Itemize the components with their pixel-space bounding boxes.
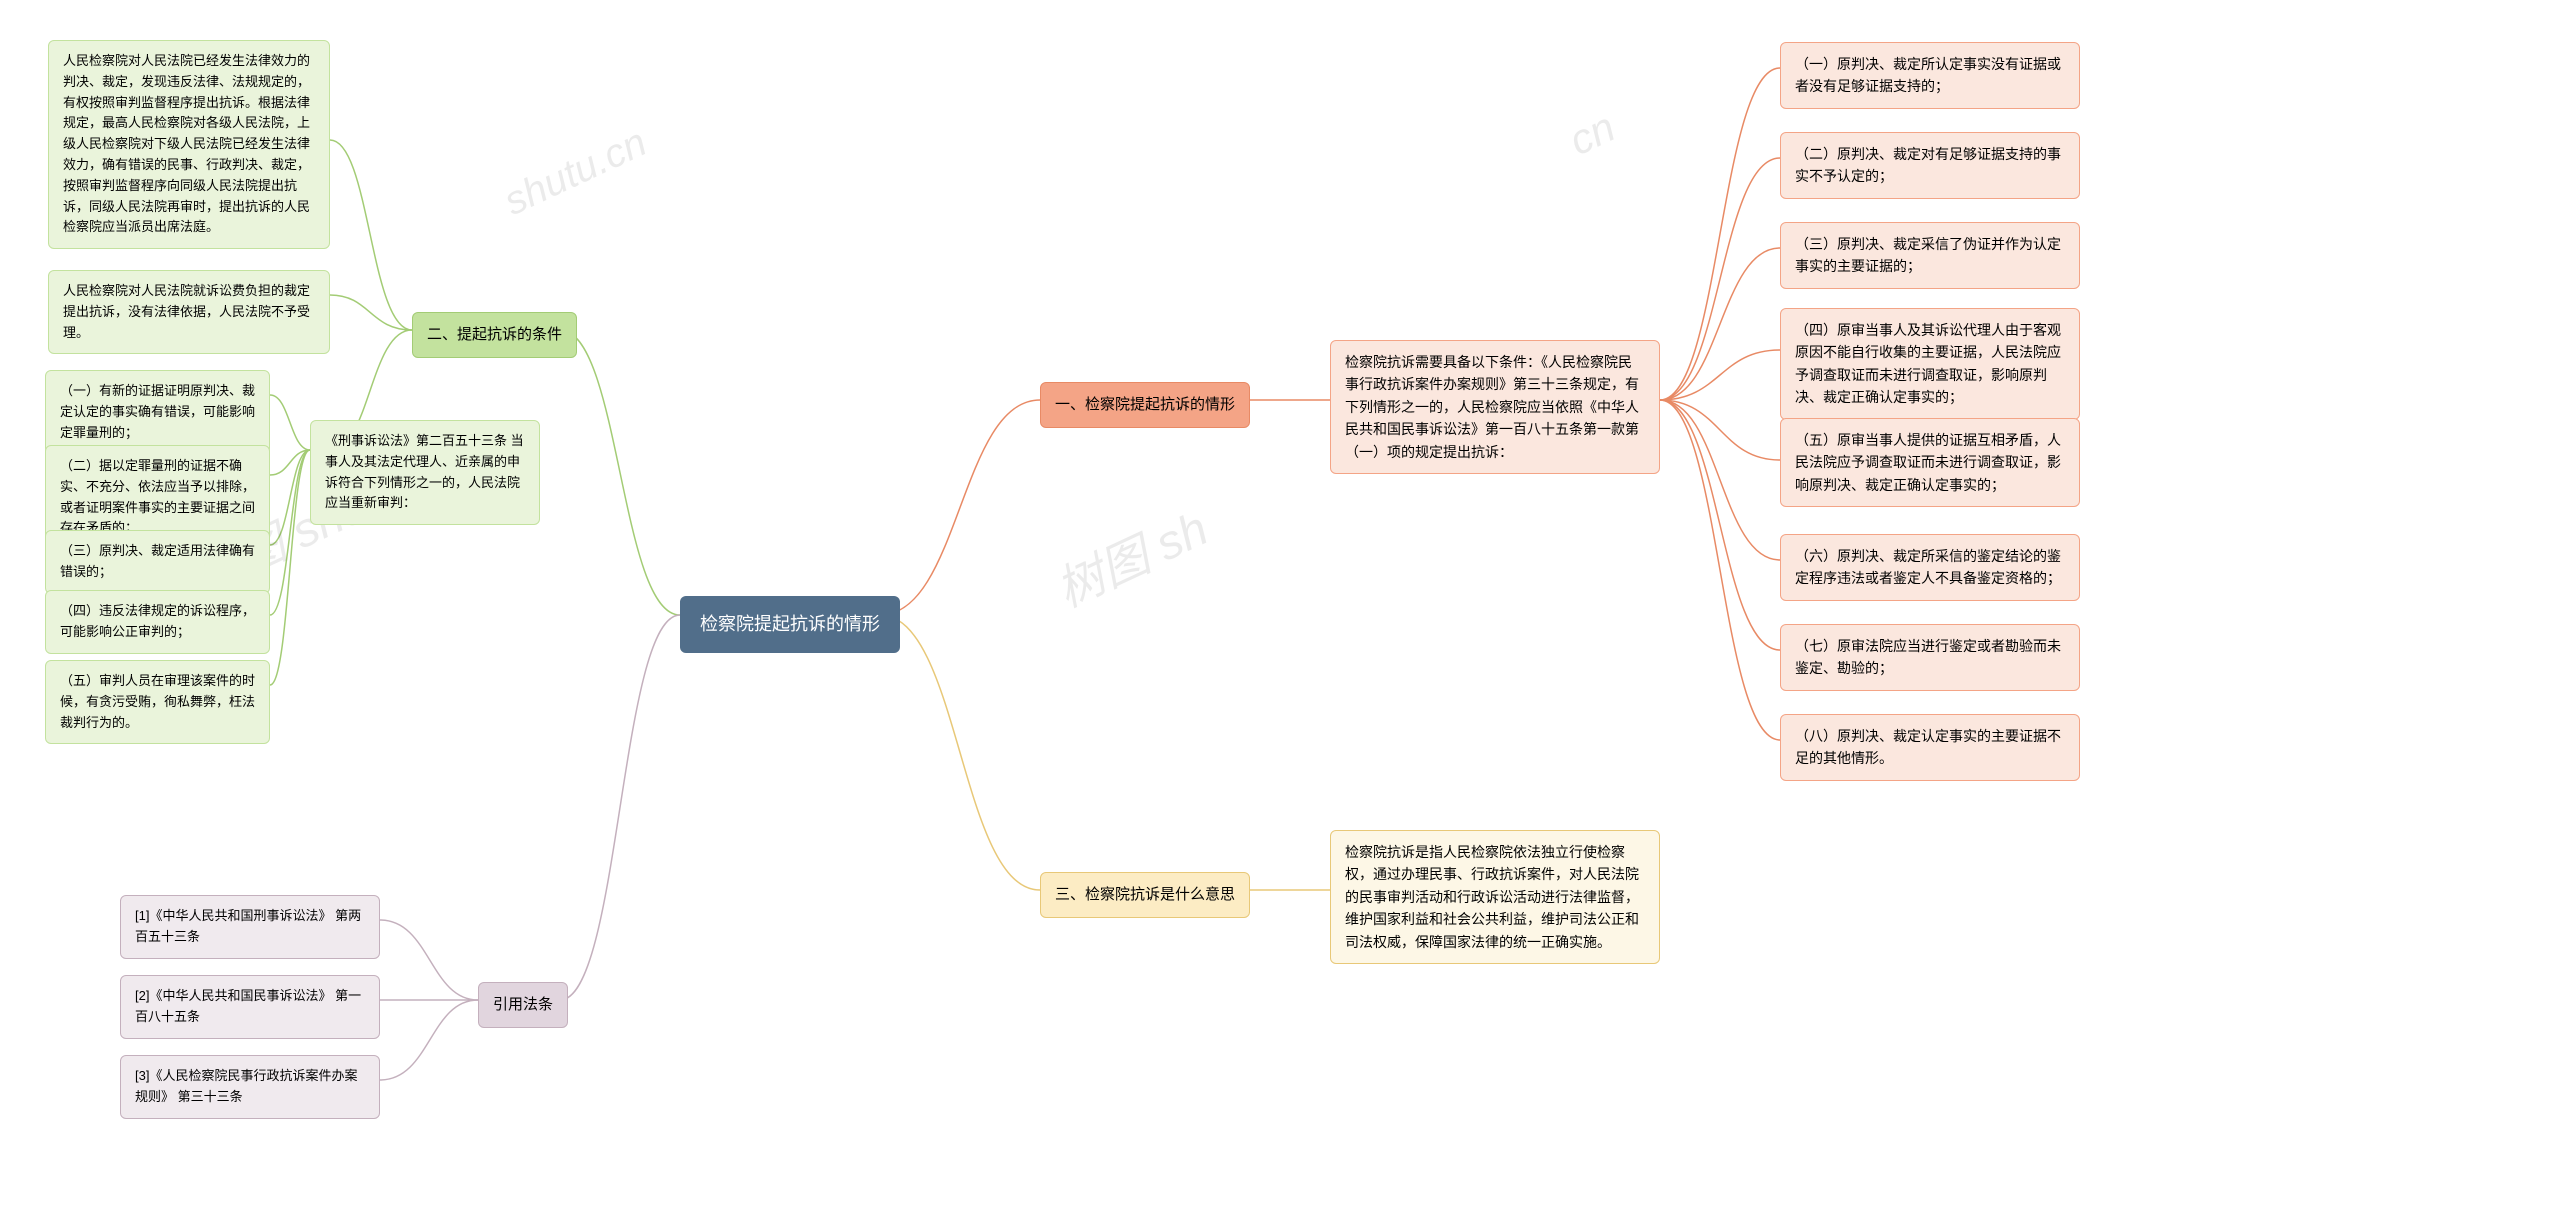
ref-item: [1]《中华人民共和国刑事诉讼法》 第两百五十三条 <box>120 895 380 959</box>
branch-3-detail: 检察院抗诉是指人民检察院依法独立行使检察权，通过办理民事、行政抗诉案件，对人民法… <box>1330 830 1660 964</box>
branch-2-item: （一）有新的证据证明原判决、裁定认定的事实确有错误，可能影响定罪量刑的； <box>45 370 270 454</box>
branch-ref: 引用法条 <box>478 982 568 1028</box>
connectors-b2-items <box>0 0 2560 1231</box>
branch-2-item: （五）审判人员在审理该案件的时候，有贪污受贿，徇私舞弊，枉法裁判行为的。 <box>45 660 270 744</box>
ref-item: [3]《人民检察院民事行政抗诉案件办案规则》 第三十三条 <box>120 1055 380 1119</box>
branch-1-item: （七）原审法院应当进行鉴定或者勘验而未鉴定、勘验的； <box>1780 624 2080 691</box>
branch-1: 一、检察院提起抗诉的情形 <box>1040 382 1250 428</box>
branch-2-item: （四）违反法律规定的诉讼程序，可能影响公正审判的； <box>45 590 270 654</box>
branch-1-item: （一）原判决、裁定所认定事实没有证据或者没有足够证据支持的； <box>1780 42 2080 109</box>
branch-1-item: （三）原判决、裁定采信了伪证并作为认定事实的主要证据的； <box>1780 222 2080 289</box>
watermark: shutu.cn <box>498 120 654 225</box>
branch-1-item: （五）原审当事人提供的证据互相矛盾，人民法院应予调查取证而未进行调查取证，影响原… <box>1780 418 2080 507</box>
branch-1-detail: 检察院抗诉需要具备以下条件：《人民检察院民事行政抗诉案件办案规则》第三十三条规定… <box>1330 340 1660 474</box>
ref-item: [2]《中华人民共和国民事诉讼法》 第一百八十五条 <box>120 975 380 1039</box>
branch-2-detail: 人民检察院对人民法院已经发生法律效力的判决、裁定，发现违反法律、法规规定的，有权… <box>48 40 330 249</box>
watermark: 树图 sh <box>1043 489 1218 620</box>
center-node: 检察院提起抗诉的情形 <box>680 596 900 653</box>
watermark: cn <box>1562 103 1622 165</box>
branch-2-item: （三）原判决、裁定适用法律确有错误的； <box>45 530 270 594</box>
branch-1-item: （六）原判决、裁定所采信的鉴定结论的鉴定程序违法或者鉴定人不具备鉴定资格的； <box>1780 534 2080 601</box>
branch-2: 二、提起抗诉的条件 <box>412 312 577 358</box>
branch-2-detail: 人民检察院对人民法院就诉讼费负担的裁定提出抗诉，没有法律依据，人民法院不予受理。 <box>48 270 330 354</box>
branch-1-item: （四）原审当事人及其诉讼代理人由于客观原因不能自行收集的主要证据，人民法院应予调… <box>1780 308 2080 420</box>
branch-3: 三、检察院抗诉是什么意思 <box>1040 872 1250 918</box>
branch-2-detail: 《刑事诉讼法》第二百五十三条 当事人及其法定代理人、近亲属的申诉符合下列情形之一… <box>310 420 540 525</box>
branch-1-item: （二）原判决、裁定对有足够证据支持的事实不予认定的； <box>1780 132 2080 199</box>
connectors <box>0 0 2560 1231</box>
branch-1-item: （八）原判决、裁定认定事实的主要证据不足的其他情形。 <box>1780 714 2080 781</box>
